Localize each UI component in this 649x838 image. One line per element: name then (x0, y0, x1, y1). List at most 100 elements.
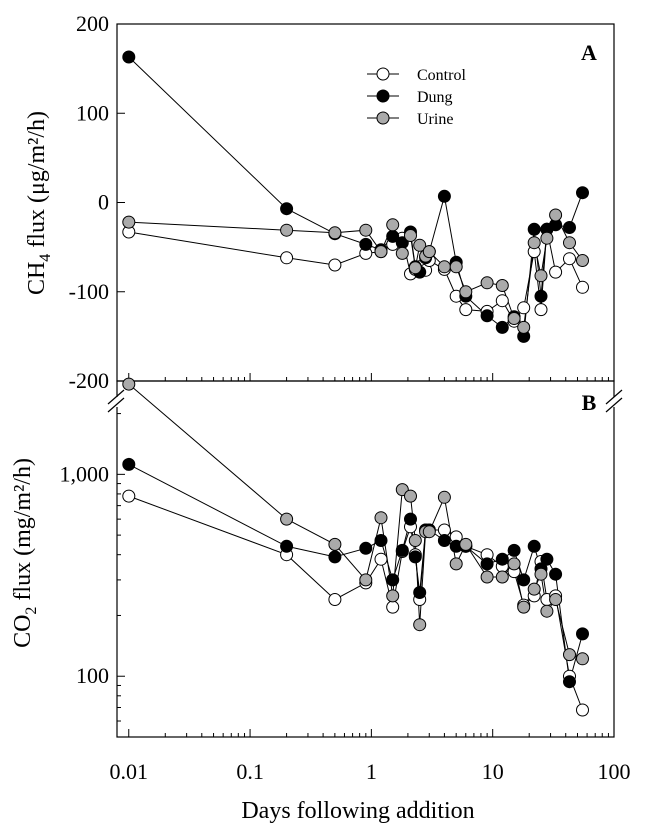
panel-a-point-urine (122, 215, 136, 229)
panel-a-point-urine (534, 269, 548, 283)
panel-b-point-control (374, 552, 388, 566)
panel-b-point-urine (534, 567, 548, 581)
panel-a-y-tick-label: 100 (76, 100, 109, 125)
panel-b-point-dung (437, 534, 451, 547)
panel-a-point-dung (480, 309, 494, 323)
panel-b-y-tick-label: 100 (76, 663, 109, 688)
legend-item-dung: Dung (367, 89, 453, 106)
panel-a-point-urine (449, 260, 463, 274)
panel-a-y-tick-label: -200 (69, 368, 109, 393)
panel-a-point-urine (507, 312, 521, 325)
legend-marker-control (376, 67, 390, 81)
panel-b-y-axis-title: CO2 flux (mg/m²/h) (10, 458, 40, 648)
panel-b-point-urine (459, 537, 473, 551)
panel-a-ticks (117, 23, 615, 382)
panel-a-point-dung (563, 221, 576, 234)
panel-a-point-urine (563, 236, 576, 250)
panel-a-frame (116, 23, 615, 382)
panel-a-tick-labels: -200 -100 0 100 200 (69, 11, 109, 393)
panel-a-point-urine (404, 229, 417, 242)
panel-a-point-dung (527, 222, 541, 236)
panel-b-point-dung (359, 541, 373, 555)
panel-b-point-dung (527, 539, 541, 553)
panel-b-point-dung (280, 539, 294, 553)
axis-break-marks (107, 389, 624, 413)
panel-b-point-urine (507, 557, 521, 571)
x-tick-label: 1 (366, 759, 377, 784)
panel-a-point-urine (328, 226, 342, 240)
panel-a-point-control (549, 265, 563, 279)
legend-label-urine: Urine (417, 111, 453, 128)
panel-a-point-urine (374, 245, 388, 259)
panel-b-point-control (386, 600, 400, 614)
panel-a-point-urine (437, 260, 451, 274)
panel-b-point-urine (404, 489, 417, 503)
panel-a-point-dung (359, 237, 373, 251)
panel-a-point-urine (386, 218, 400, 232)
legend: Control Dung Urine (367, 67, 466, 128)
panel-a-point-control (563, 252, 576, 266)
panel-a: -200 -100 0 100 200 A CH4 flux (μg/m²/h) Con… (24, 11, 615, 393)
legend-item-control: Control (367, 67, 466, 84)
panel-a-y-tick-label: 200 (76, 11, 109, 36)
panel-a-point-dung (280, 202, 294, 216)
x-tick-label: 100 (598, 759, 631, 784)
panel-a-point-urine (359, 223, 373, 237)
panel-b-point-dung (563, 675, 576, 689)
break-mark-right-2 (605, 397, 623, 413)
panel-b-point-dung (386, 573, 400, 587)
panel-a-point-control (280, 251, 294, 265)
x-tick-label: 0.01 (110, 759, 149, 784)
panel-b-point-dung (374, 534, 388, 547)
panel-b-point-urine (437, 490, 451, 504)
panel-b-points (122, 377, 589, 717)
panel-b-point-control (576, 703, 589, 717)
panel-a-point-urine (527, 236, 541, 250)
panel-a-point-control (328, 258, 342, 272)
panel-a-line-control (128, 229, 583, 323)
panel-a-point-control (517, 301, 531, 315)
panel-a-point-control (495, 294, 509, 308)
panel-a-point-urine (280, 223, 294, 237)
panel-a-y-tick-label: 0 (98, 190, 109, 215)
panel-a-point-urine (408, 261, 422, 275)
panel-b-point-urine (386, 589, 400, 603)
panel-a-points (122, 50, 589, 343)
panel-a-point-urine (395, 246, 409, 260)
legend-label-control: Control (417, 67, 466, 84)
x-tick-label: 0.1 (236, 759, 264, 784)
panel-b-point-urine (328, 537, 342, 551)
panel-b-point-urine (122, 377, 136, 391)
panel-b-point-dung (549, 567, 563, 581)
panel-b-point-dung (517, 573, 531, 587)
panel-a-point-control (459, 303, 473, 317)
panel-b-point-urine (540, 604, 554, 618)
panel-a-point-dung (122, 50, 136, 64)
break-mark-left-2 (107, 397, 125, 413)
legend-item-urine: Urine (367, 111, 453, 128)
panel-b-point-urine (576, 652, 589, 666)
panel-b-point-control (122, 489, 136, 503)
panel-b-label: B (582, 390, 597, 415)
x-axis-title: Days following addition (241, 798, 474, 824)
legend-marker-dung (376, 89, 390, 103)
panel-a-point-urine (480, 276, 494, 290)
panel-b-point-dung (328, 550, 342, 564)
panel-b-point-control (328, 593, 342, 606)
panel-b-ticks (117, 413, 615, 738)
panel-a-point-urine (495, 279, 509, 292)
panel-b-point-dung (122, 457, 136, 471)
panel-a-point-control (576, 280, 589, 294)
panel-b-point-dung (404, 512, 417, 526)
panel-b-tick-labels: 0.01 0.1 1 10 100 100 1,000 (60, 461, 631, 784)
panel-a-point-urine (540, 231, 554, 245)
legend-marker-urine (376, 111, 390, 125)
panel-b-point-urine (563, 648, 576, 662)
panel-a-point-dung (495, 320, 509, 334)
panel-b-point-dung (507, 543, 521, 557)
panel-b-point-urine (495, 570, 509, 584)
panel-b-line-control (128, 495, 583, 711)
panel-b-point-urine (480, 570, 494, 584)
panel-b-point-dung (408, 550, 422, 564)
panel-b-point-urine (408, 534, 422, 547)
